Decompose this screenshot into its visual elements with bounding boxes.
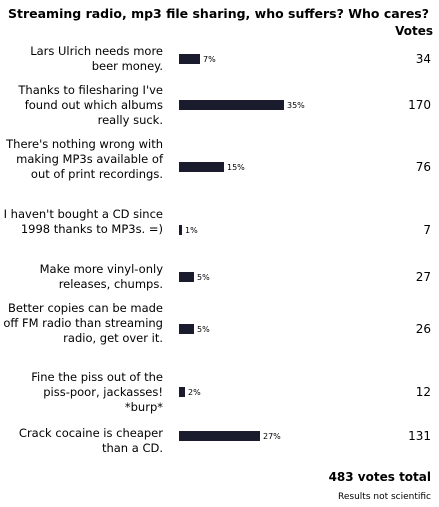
poll-option-row: Lars Ulrich needs more beer money. 7% 34 (0, 44, 439, 80)
vote-count: 34 (415, 52, 431, 66)
poll-option-label: Thanks to filesharing I've found out whi… (18, 83, 163, 127)
disclaimer: Results not scientific (338, 492, 431, 502)
result-bar (179, 162, 224, 172)
percent-label: 27% (263, 432, 281, 441)
vote-count: 7 (423, 223, 431, 237)
vote-count: 27 (415, 270, 431, 284)
poll-option-label: Make more vinyl-only releases, chumps. (39, 262, 163, 291)
result-bar (179, 100, 284, 110)
votes-column-header: Votes (395, 24, 433, 38)
total-votes: 483 votes total (328, 470, 431, 484)
percent-label: 35% (287, 101, 305, 110)
poll-option-row: Crack cocaine is cheaper than a CD. 27% … (0, 426, 439, 460)
poll-option-row: There's nothing wrong with making MP3s a… (0, 137, 439, 201)
vote-count: 76 (415, 160, 431, 174)
poll-option-label: Crack cocaine is cheaper than a CD. (18, 426, 163, 455)
result-bar (179, 54, 200, 64)
poll-title: Streaming radio, mp3 file sharing, who s… (8, 6, 429, 21)
percent-label: 2% (188, 388, 201, 397)
poll-option-row: I haven't bought a CD since 1998 thanks … (0, 207, 439, 257)
poll-option-label: I haven't bought a CD since 1998 thanks … (3, 207, 163, 236)
vote-count: 131 (408, 429, 431, 443)
poll-option-row: Better copies can be made off FM radio t… (0, 301, 439, 365)
result-bar (179, 272, 194, 282)
poll-option-label: Fine the piss out of the piss-poor, jack… (31, 370, 163, 414)
percent-label: 5% (197, 273, 210, 282)
percent-label: 5% (197, 325, 210, 334)
result-bar (179, 387, 185, 397)
vote-count: 170 (408, 98, 431, 112)
poll-option-label: Better copies can be made off FM radio t… (3, 301, 163, 345)
percent-label: 1% (185, 226, 198, 235)
vote-count: 26 (415, 322, 431, 336)
poll-option-label: Lars Ulrich needs more beer money. (30, 44, 163, 73)
percent-label: 7% (203, 55, 216, 64)
poll-option-label: There's nothing wrong with making MP3s a… (6, 137, 163, 181)
poll-option-row: Fine the piss out of the piss-poor, jack… (0, 370, 439, 420)
result-bar (179, 431, 260, 441)
vote-count: 12 (415, 385, 431, 399)
poll-option-row: Make more vinyl-only releases, chumps. 5… (0, 262, 439, 296)
result-bar (179, 324, 194, 334)
result-bar (179, 225, 182, 235)
percent-label: 15% (227, 163, 245, 172)
poll-option-row: Thanks to filesharing I've found out whi… (0, 83, 439, 133)
